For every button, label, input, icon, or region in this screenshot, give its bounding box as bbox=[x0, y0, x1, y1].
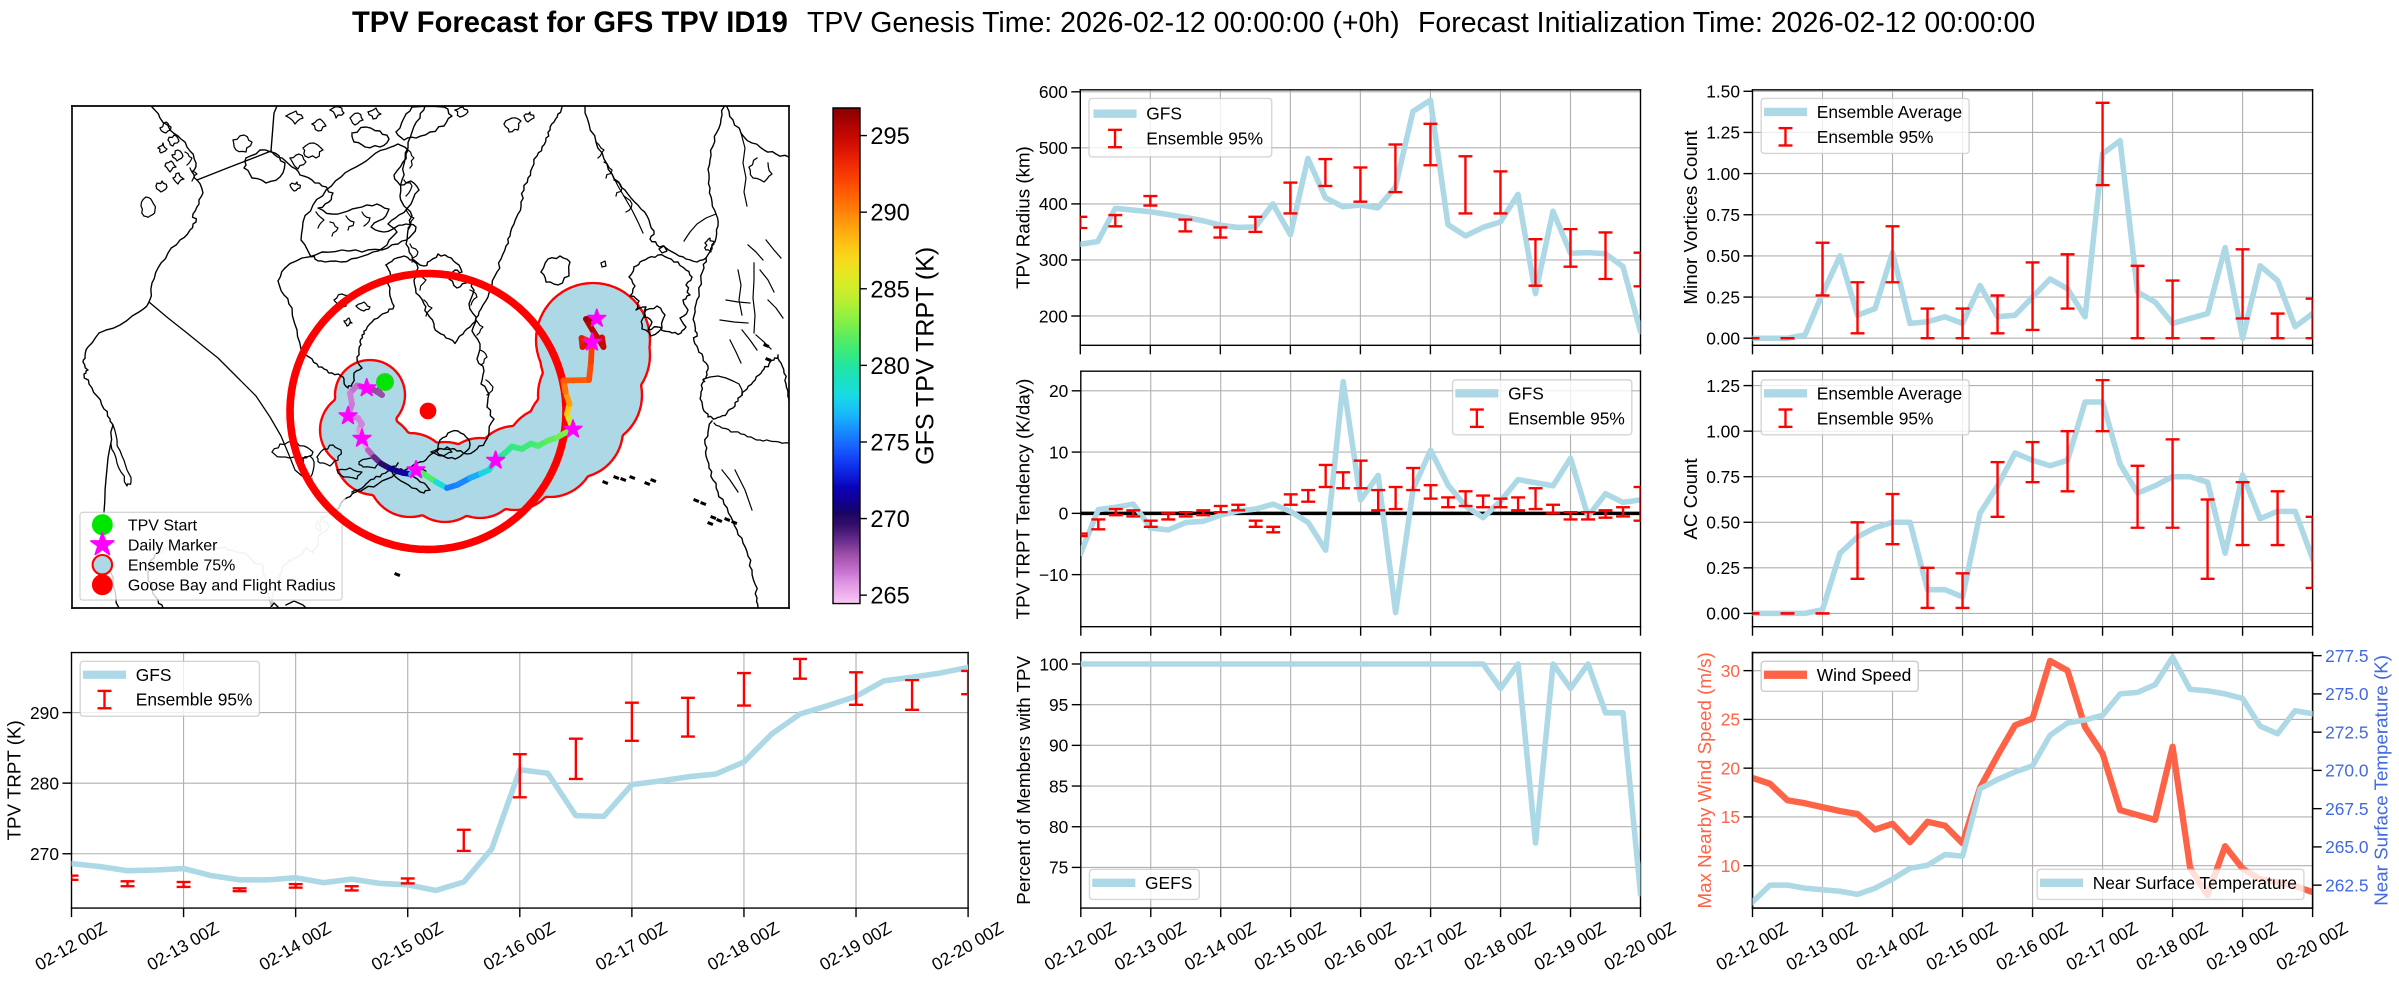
svg-text:285: 285 bbox=[870, 277, 909, 303]
svg-text:600: 600 bbox=[1039, 82, 1068, 102]
svg-text:Ensemble Average: Ensemble Average bbox=[1817, 102, 1962, 122]
svg-text:300: 300 bbox=[1039, 250, 1068, 270]
svg-text:270: 270 bbox=[870, 507, 909, 533]
svg-text:Forecast Initialization Time:: Forecast Initialization Time: 2026-02-12… bbox=[1418, 7, 2035, 39]
svg-text:Ensemble 75%: Ensemble 75% bbox=[128, 557, 235, 574]
svg-text:270: 270 bbox=[30, 844, 59, 864]
svg-text:Minor Vortices Count: Minor Vortices Count bbox=[1680, 130, 1701, 305]
svg-text:1.00: 1.00 bbox=[1706, 164, 1740, 184]
svg-text:TPV Radius (km): TPV Radius (km) bbox=[1012, 146, 1033, 289]
svg-text:295: 295 bbox=[870, 124, 909, 150]
svg-text:AC Count: AC Count bbox=[1680, 458, 1701, 540]
svg-text:GFS: GFS bbox=[136, 665, 172, 685]
svg-text:10: 10 bbox=[1721, 856, 1740, 876]
svg-text:0.50: 0.50 bbox=[1706, 246, 1740, 266]
svg-text:TPV TRPT Tendency (K/day): TPV TRPT Tendency (K/day) bbox=[1012, 379, 1033, 620]
svg-text:Ensemble 95%: Ensemble 95% bbox=[1146, 129, 1263, 149]
svg-text:280: 280 bbox=[870, 354, 909, 380]
svg-text:TPV Forecast for GFS TPV ID19: TPV Forecast for GFS TPV ID19 bbox=[352, 7, 788, 39]
svg-text:275: 275 bbox=[870, 431, 909, 457]
svg-text:Near Surface Temperature (K): Near Surface Temperature (K) bbox=[2371, 655, 2392, 906]
svg-text:85: 85 bbox=[1049, 776, 1068, 796]
svg-text:267.5: 267.5 bbox=[2325, 799, 2368, 819]
svg-text:0.75: 0.75 bbox=[1706, 205, 1740, 225]
svg-text:265: 265 bbox=[870, 584, 909, 610]
svg-text:95: 95 bbox=[1049, 695, 1068, 715]
svg-text:1.25: 1.25 bbox=[1706, 123, 1740, 143]
svg-text:80: 80 bbox=[1049, 817, 1068, 837]
svg-text:15: 15 bbox=[1721, 807, 1740, 827]
svg-text:GFS: GFS bbox=[1146, 104, 1182, 124]
svg-text:Max Nearby Wind Speed (m/s): Max Nearby Wind Speed (m/s) bbox=[1694, 652, 1715, 908]
svg-text:Wind Speed: Wind Speed bbox=[1817, 665, 1912, 685]
svg-text:−10: −10 bbox=[1039, 565, 1068, 585]
svg-text:500: 500 bbox=[1039, 138, 1068, 158]
svg-text:10: 10 bbox=[1049, 442, 1068, 462]
svg-text:1.00: 1.00 bbox=[1706, 421, 1740, 441]
svg-text:20: 20 bbox=[1049, 381, 1068, 401]
svg-text:265.0: 265.0 bbox=[2325, 837, 2368, 857]
svg-text:262.5: 262.5 bbox=[2325, 875, 2368, 895]
svg-text:20: 20 bbox=[1721, 758, 1740, 778]
svg-text:1.50: 1.50 bbox=[1706, 82, 1740, 102]
svg-text:290: 290 bbox=[870, 201, 909, 227]
svg-text:0.50: 0.50 bbox=[1706, 513, 1740, 533]
svg-text:GEFS: GEFS bbox=[1145, 873, 1192, 893]
svg-text:290: 290 bbox=[30, 703, 59, 723]
svg-text:280: 280 bbox=[30, 773, 59, 793]
svg-text:TPV Genesis Time: 2026-02-12 0: TPV Genesis Time: 2026-02-12 00:00:00 (+… bbox=[807, 7, 1400, 39]
svg-text:GFS TPV TRPT (K): GFS TPV TRPT (K) bbox=[911, 247, 939, 465]
svg-text:0.00: 0.00 bbox=[1706, 329, 1740, 349]
svg-text:Ensemble 95%: Ensemble 95% bbox=[1817, 408, 1934, 428]
svg-text:25: 25 bbox=[1721, 710, 1740, 730]
svg-text:75: 75 bbox=[1049, 858, 1068, 878]
svg-text:Ensemble Average: Ensemble Average bbox=[1817, 383, 1962, 403]
svg-text:200: 200 bbox=[1039, 306, 1068, 326]
svg-text:0: 0 bbox=[1059, 504, 1069, 524]
svg-text:275.0: 275.0 bbox=[2325, 684, 2368, 704]
svg-text:GFS: GFS bbox=[1508, 383, 1544, 403]
svg-text:272.5: 272.5 bbox=[2325, 722, 2368, 742]
svg-text:277.5: 277.5 bbox=[2325, 646, 2368, 666]
svg-text:Ensemble 95%: Ensemble 95% bbox=[1508, 408, 1625, 428]
svg-text:Near Surface Temperature: Near Surface Temperature bbox=[2093, 873, 2297, 893]
svg-text:100: 100 bbox=[1039, 654, 1068, 674]
svg-text:TPV TRPT (K): TPV TRPT (K) bbox=[4, 720, 25, 840]
svg-text:Ensemble 95%: Ensemble 95% bbox=[1817, 127, 1934, 147]
svg-text:0.00: 0.00 bbox=[1706, 604, 1740, 624]
svg-text:270.0: 270.0 bbox=[2325, 761, 2368, 781]
svg-text:30: 30 bbox=[1721, 661, 1740, 681]
svg-text:0.75: 0.75 bbox=[1706, 467, 1740, 487]
svg-text:Ensemble 95%: Ensemble 95% bbox=[136, 690, 253, 710]
svg-text:400: 400 bbox=[1039, 194, 1068, 214]
svg-text:Daily Marker: Daily Marker bbox=[128, 537, 218, 554]
svg-text:TPV Start: TPV Start bbox=[128, 517, 198, 534]
svg-text:0.25: 0.25 bbox=[1706, 558, 1740, 578]
svg-text:90: 90 bbox=[1049, 736, 1068, 756]
svg-text:1.25: 1.25 bbox=[1706, 376, 1740, 396]
svg-text:Goose Bay and Flight Radius: Goose Bay and Flight Radius bbox=[128, 577, 336, 594]
svg-text:0.25: 0.25 bbox=[1706, 287, 1740, 307]
svg-text:Percent of Members with TPV: Percent of Members with TPV bbox=[1013, 656, 1034, 905]
